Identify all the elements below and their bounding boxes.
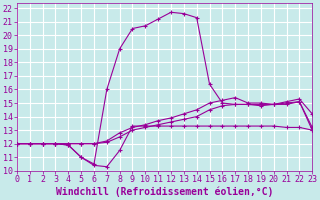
X-axis label: Windchill (Refroidissement éolien,°C): Windchill (Refroidissement éolien,°C) <box>56 187 273 197</box>
